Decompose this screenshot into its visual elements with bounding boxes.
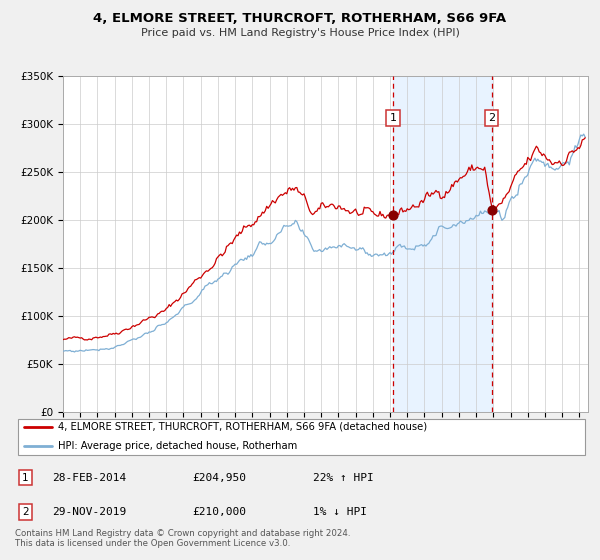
FancyBboxPatch shape [18, 419, 585, 455]
Text: 1: 1 [22, 473, 29, 483]
Text: 2: 2 [22, 507, 29, 517]
Text: 28-FEB-2014: 28-FEB-2014 [52, 473, 127, 483]
Text: 1% ↓ HPI: 1% ↓ HPI [313, 507, 367, 517]
Point [487, 206, 497, 214]
Point [388, 211, 398, 220]
Text: £204,950: £204,950 [193, 473, 247, 483]
Text: 4, ELMORE STREET, THURCROFT, ROTHERHAM, S66 9FA (detached house): 4, ELMORE STREET, THURCROFT, ROTHERHAM, … [58, 422, 427, 432]
Text: 22% ↑ HPI: 22% ↑ HPI [313, 473, 374, 483]
Text: Contains HM Land Registry data © Crown copyright and database right 2024.
This d: Contains HM Land Registry data © Crown c… [15, 529, 350, 548]
Text: 29-NOV-2019: 29-NOV-2019 [52, 507, 127, 517]
Text: £210,000: £210,000 [193, 507, 247, 517]
Text: HPI: Average price, detached house, Rotherham: HPI: Average price, detached house, Roth… [58, 441, 297, 451]
Text: Price paid vs. HM Land Registry's House Price Index (HPI): Price paid vs. HM Land Registry's House … [140, 28, 460, 38]
Text: 1: 1 [389, 113, 397, 123]
Bar [393, 76, 492, 412]
Text: 2: 2 [488, 113, 496, 123]
Text: 4, ELMORE STREET, THURCROFT, ROTHERHAM, S66 9FA: 4, ELMORE STREET, THURCROFT, ROTHERHAM, … [94, 12, 506, 25]
